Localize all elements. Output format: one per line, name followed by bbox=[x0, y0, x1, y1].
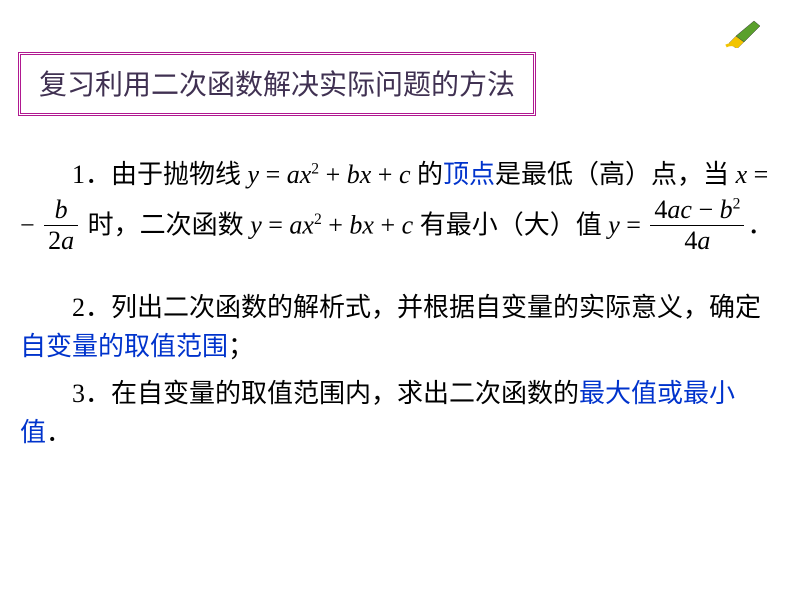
p3-lead: 3．在自变量的取值范围内，求出二次函数的 bbox=[72, 379, 579, 408]
f2n-b: b bbox=[720, 195, 733, 224]
p1-de: 的 bbox=[411, 160, 444, 189]
eq-a: a bbox=[287, 160, 300, 189]
eq-plus: + bbox=[319, 160, 347, 189]
p1-after-vertex: 是最低（高）点，当 bbox=[495, 160, 736, 189]
point-2: 2．列出二次函数的解析式，并根据自变量的实际意义，确定自变量的取值范围； bbox=[20, 288, 774, 366]
frac-4ac-b2-over-4a: 4ac − b24a bbox=[650, 197, 744, 254]
highlighter-icon bbox=[724, 18, 764, 48]
content-area: 1．由于抛物线 y = ax2 + bx + c 的顶点是最低（高）点，当 x … bbox=[20, 150, 774, 460]
p1-lead: 1．由于抛物线 bbox=[72, 160, 248, 189]
y-eq: y bbox=[608, 211, 620, 240]
p1-youzui: 有最小（大）值 bbox=[413, 211, 608, 240]
eq-equals: = bbox=[259, 160, 287, 189]
f2d-a: a bbox=[697, 226, 710, 255]
f2n-a: a bbox=[667, 195, 680, 224]
eq2-x2: x bbox=[362, 211, 374, 240]
eq-x2: x bbox=[360, 160, 372, 189]
x-eq: x bbox=[736, 160, 748, 189]
frac-b-over-2a: b2a bbox=[44, 197, 78, 254]
eq-x: x bbox=[300, 160, 312, 189]
eq2-plus: + bbox=[322, 211, 350, 240]
p2-tail: ； bbox=[228, 332, 254, 361]
f2n-4: 4 bbox=[654, 195, 667, 224]
frac1-den-a: a bbox=[61, 226, 74, 255]
eq2-equals: = bbox=[262, 211, 290, 240]
p1-shi: 时，二次函数 bbox=[81, 211, 250, 240]
eq2-y: y bbox=[250, 211, 262, 240]
f2n-minus: − bbox=[692, 195, 720, 224]
title-text: 复习利用二次函数解决实际问题的方法 bbox=[39, 63, 515, 103]
point-3: 3．在自变量的取值范围内，求出二次函数的最大值或最小值． bbox=[20, 374, 774, 452]
eq3-equals: = bbox=[620, 211, 648, 240]
eq2-c: c bbox=[402, 211, 414, 240]
eq2-a: a bbox=[289, 211, 302, 240]
point-1: 1．由于抛物线 y = ax2 + bx + c 的顶点是最低（高）点，当 x … bbox=[20, 150, 774, 256]
eq2-x: x bbox=[302, 211, 314, 240]
frac1-den-2: 2 bbox=[48, 226, 61, 255]
f2n-sup2: 2 bbox=[733, 196, 741, 213]
eq-b: b bbox=[347, 160, 360, 189]
f2n-c: c bbox=[680, 195, 692, 224]
eq2-plus2: + bbox=[374, 211, 402, 240]
eq2-sup2: 2 bbox=[314, 211, 322, 228]
p2-hl: 自变量的取值范围 bbox=[20, 332, 228, 361]
p3-tail: ． bbox=[46, 418, 72, 447]
eq-sup2: 2 bbox=[311, 160, 319, 177]
f2d-4: 4 bbox=[684, 226, 697, 255]
frac1-num: b bbox=[55, 195, 68, 224]
p1-vertex-hl: 顶点 bbox=[443, 160, 495, 189]
title-box: 复习利用二次函数解决实际问题的方法 bbox=[18, 52, 536, 116]
p1-period: ． bbox=[747, 211, 773, 240]
eq-y: y bbox=[248, 160, 260, 189]
eq-c: c bbox=[399, 160, 411, 189]
eq-plus2: + bbox=[371, 160, 399, 189]
p2-lead: 2．列出二次函数的解析式，并根据自变量的实际意义，确定 bbox=[72, 293, 761, 322]
eq2-b: b bbox=[349, 211, 362, 240]
